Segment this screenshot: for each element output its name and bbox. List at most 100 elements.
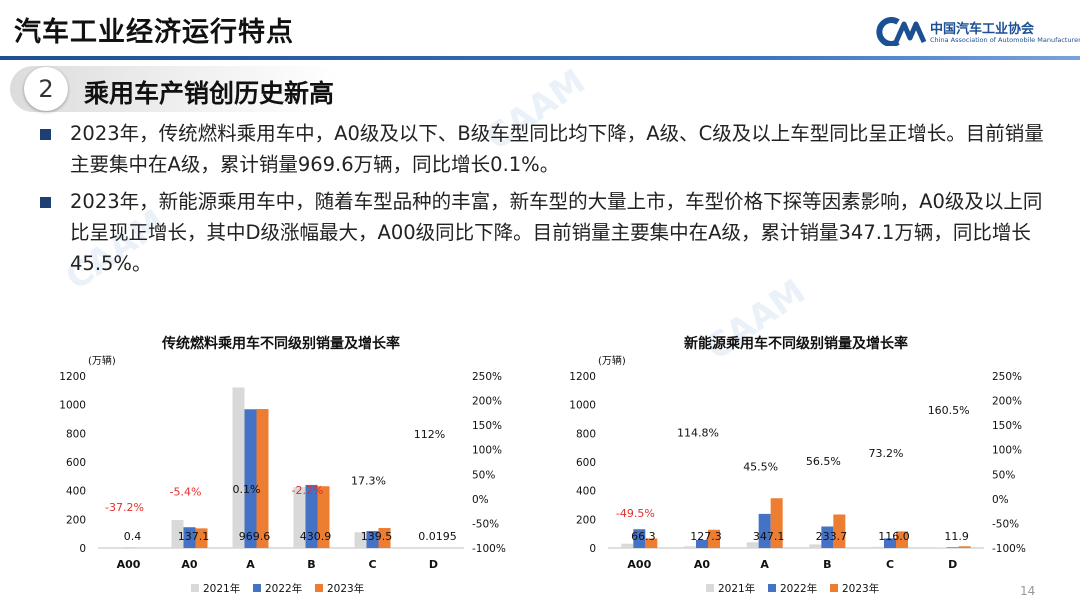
section-number: 2 xyxy=(24,67,68,111)
legend-swatch xyxy=(253,584,261,592)
y2-tick-label: 0% xyxy=(472,494,489,506)
x-tick-label: C xyxy=(368,558,376,571)
y-tick-label: 1000 xyxy=(569,400,596,412)
value-label: 11.9 xyxy=(944,530,969,543)
value-label: 139.5 xyxy=(361,530,393,543)
y2-tick-label: 100% xyxy=(992,445,1022,457)
bar-2023 xyxy=(770,498,783,548)
growth-label: 17.3% xyxy=(351,474,386,487)
bar-2021 xyxy=(684,546,696,548)
bar-2023 xyxy=(317,486,330,548)
bar-2022 xyxy=(884,538,896,548)
bar-2022 xyxy=(633,529,646,548)
header-divider xyxy=(0,56,1080,60)
growth-label: 56.5% xyxy=(806,455,841,468)
x-tick-label: B xyxy=(823,558,831,571)
bar-2021 xyxy=(293,487,306,548)
value-label: 0.0195 xyxy=(418,530,457,543)
y-tick-label: 0 xyxy=(589,543,596,555)
caam-logo: 中国汽车工业协会 China Association of Automobile… xyxy=(876,16,1080,52)
bullet-item: 2023年，传统燃料乘用车中，A0级及以下、B级车型同比均下降，A级、C级及以上… xyxy=(34,118,1054,180)
value-label: 116.0 xyxy=(878,530,910,543)
bullet-list: 2023年，传统燃料乘用车中，A0级及以下、B级车型同比均下降，A级、C级及以上… xyxy=(34,118,1054,285)
y2-tick-label: 250% xyxy=(992,371,1022,383)
bar-2023 xyxy=(896,531,908,548)
ice-sales-chart: 传统燃料乘用车不同级别销量及增长率 (万辆) 0 200 400 600 800 1000 12… xyxy=(59,335,506,595)
bullet-square-icon xyxy=(40,197,51,208)
y-axis-unit: (万辆) xyxy=(88,354,116,367)
slide-title: 汽车工业经济运行特点 xyxy=(14,17,294,48)
legend-label: 2023年 xyxy=(842,582,879,595)
x-tick-label: A0 xyxy=(181,558,198,571)
legend-swatch xyxy=(191,584,199,592)
y2-tick-label: 200% xyxy=(992,396,1022,408)
bar-2023 xyxy=(378,528,391,548)
y2-tick-label: 150% xyxy=(992,420,1022,432)
legend-label: 2021年 xyxy=(203,582,240,595)
growth-label: -37.2% xyxy=(105,501,144,514)
y-tick-label: 600 xyxy=(576,457,596,469)
growth-label: -2.2% xyxy=(292,484,324,497)
y2-tick-label: -50% xyxy=(472,518,499,530)
y-tick-label: 1200 xyxy=(569,371,596,383)
value-label: 430.9 xyxy=(300,530,332,543)
growth-label: 114.8% xyxy=(677,426,719,439)
y2-tick-label: -100% xyxy=(992,543,1026,555)
bullet-text: 2023年，新能源乘用车中，随着车型品种的丰富，新车型的大量上市，车型价格下探等… xyxy=(70,190,1043,275)
y-tick-label: 600 xyxy=(66,457,86,469)
bar-2021 xyxy=(621,543,634,548)
y-tick-label: 400 xyxy=(576,486,596,498)
bar-2023 xyxy=(195,528,208,548)
growth-label: 73.2% xyxy=(869,447,904,460)
bar-2022 xyxy=(696,539,708,548)
bar-2021 xyxy=(354,532,367,548)
y-tick-label: 1200 xyxy=(59,371,86,383)
y-tick-label: 400 xyxy=(66,486,86,498)
bar-2022 xyxy=(946,547,959,548)
x-tick-label: A xyxy=(760,558,769,571)
y-tick-label: 800 xyxy=(66,428,86,440)
x-tick-label: B xyxy=(307,558,315,571)
growth-label: 0.1% xyxy=(233,483,261,496)
bar-2023 xyxy=(708,529,720,548)
bar-2022 xyxy=(821,526,834,548)
bar-2023 xyxy=(256,409,269,548)
bar-2021 xyxy=(872,546,884,548)
logo-name-cn: 中国汽车工业协会 xyxy=(930,22,1035,37)
bar-2021 xyxy=(171,520,184,548)
legend-label: 2023年 xyxy=(327,582,364,595)
bar-2023 xyxy=(833,514,846,548)
y2-tick-label: 0% xyxy=(992,494,1009,506)
caam-logo-icon xyxy=(876,17,927,47)
growth-label: 45.5% xyxy=(743,460,778,473)
logo-name-en: China Association of Automobile Manufact… xyxy=(930,36,1080,44)
y2-tick-label: -100% xyxy=(472,543,506,555)
bar-2022 xyxy=(758,513,771,548)
bullet-square-icon xyxy=(40,129,51,140)
value-label: 137.1 xyxy=(178,530,210,543)
chart-title: 新能源乘用车不同级别销量及增长率 xyxy=(684,335,908,352)
legend-label: 2022年 xyxy=(265,582,302,595)
legend-swatch xyxy=(768,584,776,592)
x-tick-label: D xyxy=(429,558,438,571)
value-label: 127.3 xyxy=(690,530,722,543)
x-tick-label: D xyxy=(948,558,957,571)
bar-2021 xyxy=(232,387,245,548)
bar-2022 xyxy=(244,409,257,548)
bar-2023 xyxy=(645,538,658,548)
value-label: 969.6 xyxy=(239,530,271,543)
x-tick-label: C xyxy=(886,558,894,571)
bar-2022 xyxy=(366,531,379,548)
legend-swatch xyxy=(830,584,838,592)
bullet-item: 2023年，新能源乘用车中，随着车型品种的丰富，新车型的大量上市，车型价格下探等… xyxy=(34,186,1054,279)
bar-2021 xyxy=(809,544,822,548)
growth-label: 160.5% xyxy=(928,404,970,417)
legend-label: 2022年 xyxy=(780,582,817,595)
legend-swatch xyxy=(315,584,323,592)
legend-label: 2021年 xyxy=(718,582,755,595)
y2-tick-label: 50% xyxy=(472,469,495,481)
growth-label: -49.5% xyxy=(616,507,655,520)
value-label: 0.4 xyxy=(124,530,142,543)
y-tick-label: 200 xyxy=(66,514,86,526)
y2-tick-label: -50% xyxy=(992,518,1019,530)
